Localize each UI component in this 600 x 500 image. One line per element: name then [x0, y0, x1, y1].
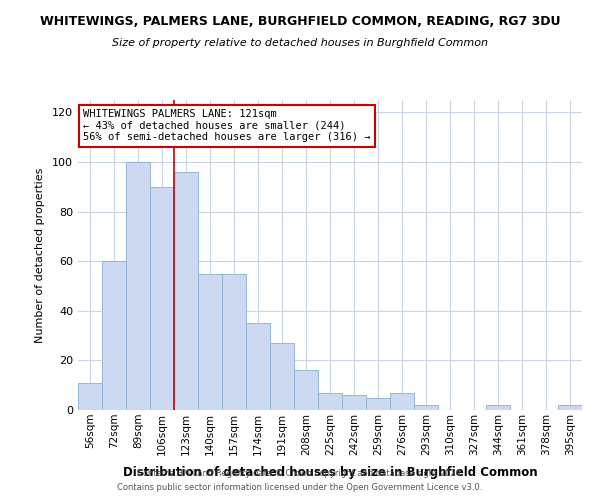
Text: Contains HM Land Registry data © Crown copyright and database right 2024.: Contains HM Land Registry data © Crown c…	[137, 468, 463, 477]
Bar	[342, 395, 366, 410]
Bar	[270, 343, 294, 410]
Bar	[390, 392, 414, 410]
Text: Size of property relative to detached houses in Burghfield Common: Size of property relative to detached ho…	[112, 38, 488, 48]
Bar	[174, 172, 198, 410]
Text: WHITEWINGS, PALMERS LANE, BURGHFIELD COMMON, READING, RG7 3DU: WHITEWINGS, PALMERS LANE, BURGHFIELD COM…	[40, 15, 560, 28]
Bar	[78, 382, 102, 410]
Bar	[414, 405, 438, 410]
Bar	[318, 392, 342, 410]
X-axis label: Distribution of detached houses by size in Burghfield Common: Distribution of detached houses by size …	[122, 466, 538, 479]
Bar	[150, 187, 174, 410]
Bar	[102, 261, 126, 410]
Text: Contains public sector information licensed under the Open Government Licence v3: Contains public sector information licen…	[118, 484, 482, 492]
Bar	[198, 274, 222, 410]
Y-axis label: Number of detached properties: Number of detached properties	[35, 168, 45, 342]
Bar	[294, 370, 318, 410]
Bar	[558, 405, 582, 410]
Bar	[486, 405, 510, 410]
Bar	[222, 274, 246, 410]
Bar	[126, 162, 150, 410]
Bar	[366, 398, 390, 410]
Text: WHITEWINGS PALMERS LANE: 121sqm
← 43% of detached houses are smaller (244)
56% o: WHITEWINGS PALMERS LANE: 121sqm ← 43% of…	[83, 110, 371, 142]
Bar	[246, 323, 270, 410]
